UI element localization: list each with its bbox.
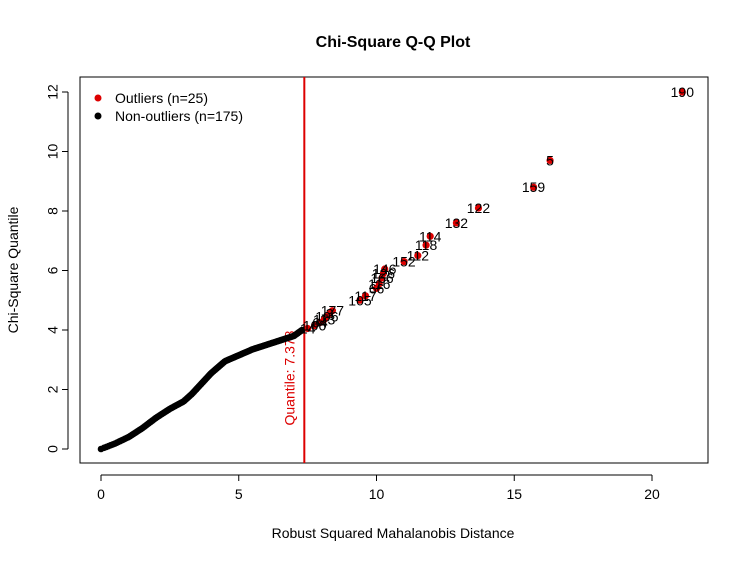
point-labels-layer: 1410664113196317710511766116166126146152… — [300, 84, 694, 337]
outlier-point-label: 196 — [315, 309, 339, 325]
legend-entry-label: Outliers (n=25) — [115, 90, 208, 106]
outlier-point-label: 146 — [373, 261, 397, 277]
y-tick-label: 2 — [45, 385, 61, 393]
y-axis-label: Chi-Square Quantile — [5, 206, 21, 333]
outlier-point — [361, 292, 370, 300]
x-tick-label: 0 — [97, 486, 105, 502]
outlier-point-label: 66 — [369, 280, 385, 296]
outlier-point-label: 5 — [546, 152, 554, 168]
legend: Outliers (n=25) Non-outliers (n=175) — [94, 90, 243, 124]
outlier-point-label: 166 — [370, 270, 394, 286]
outlier-point-label: 112 — [407, 248, 430, 264]
vline-layer: Quantile: 7.378 — [281, 77, 306, 463]
outlier-point — [328, 307, 337, 315]
outlier-point-label: 126 — [372, 265, 396, 281]
outlier-point-label: 113 — [313, 312, 336, 328]
x-tick-label: 5 — [235, 486, 243, 502]
outlier-point — [310, 321, 319, 330]
outlier-point — [678, 88, 686, 96]
y-tick-label: 4 — [45, 326, 61, 334]
outlier-point-label: 114 — [419, 228, 442, 244]
outlier-point — [546, 156, 554, 165]
outlier-point-label: 106 — [303, 318, 327, 334]
outlier-point — [381, 265, 389, 273]
legend-marker — [94, 112, 102, 120]
outlier-point — [414, 252, 422, 260]
outlier-point — [356, 296, 364, 304]
x-axis-label: Robust Squared Mahalanobis Distance — [272, 525, 515, 541]
chart-title: Chi-Square Q-Q Plot — [316, 34, 471, 51]
legend-entry-label: Non-outliers (n=175) — [115, 108, 243, 124]
outlier-point — [529, 183, 538, 191]
y-tick-label: 8 — [45, 207, 61, 215]
outlier-point-label: 159 — [522, 179, 546, 195]
outlier-point-label: 122 — [467, 200, 491, 216]
outlier-point — [474, 204, 483, 212]
quantile-cutoff-label: Quantile: 7.378 — [281, 330, 297, 425]
outlier-point-label: 117 — [354, 288, 377, 304]
outlier-point — [375, 280, 383, 288]
points-layer — [97, 88, 686, 453]
x-tick-label: 15 — [506, 486, 522, 502]
outlier-point-label: 152 — [392, 254, 416, 270]
outlier-point-label: 177 — [321, 303, 345, 319]
outlier-point — [400, 257, 408, 266]
legend-marker — [94, 94, 102, 102]
outlier-point-label: 118 — [415, 237, 438, 253]
outlier-point — [422, 241, 430, 249]
x-tick-label: 10 — [369, 486, 385, 502]
outlier-point-label: 132 — [445, 215, 469, 231]
outlier-point — [304, 324, 312, 333]
x-tick-label: 20 — [644, 486, 660, 502]
outlier-point-label: 105 — [348, 292, 372, 308]
y-tick-label: 6 — [45, 266, 61, 274]
outlier-point — [452, 219, 460, 227]
outlier-point — [426, 232, 434, 240]
y-tick-label: 10 — [45, 144, 61, 160]
y-tick-label: 12 — [45, 84, 61, 100]
outlier-point-label: 14 — [300, 321, 316, 337]
outlier-point-label: 190 — [671, 84, 695, 100]
axes-layer: 0 5 10 15 20 0 2 4 6 8 10 12 — [45, 84, 660, 502]
non-outlier-point — [298, 326, 306, 334]
outlier-point-label: 3 — [326, 306, 334, 322]
outlier-point-label: 64 — [312, 315, 328, 331]
plot-frame — [79, 76, 709, 464]
outlier-point-label: 116 — [368, 276, 391, 292]
y-tick-label: 0 — [45, 445, 61, 453]
